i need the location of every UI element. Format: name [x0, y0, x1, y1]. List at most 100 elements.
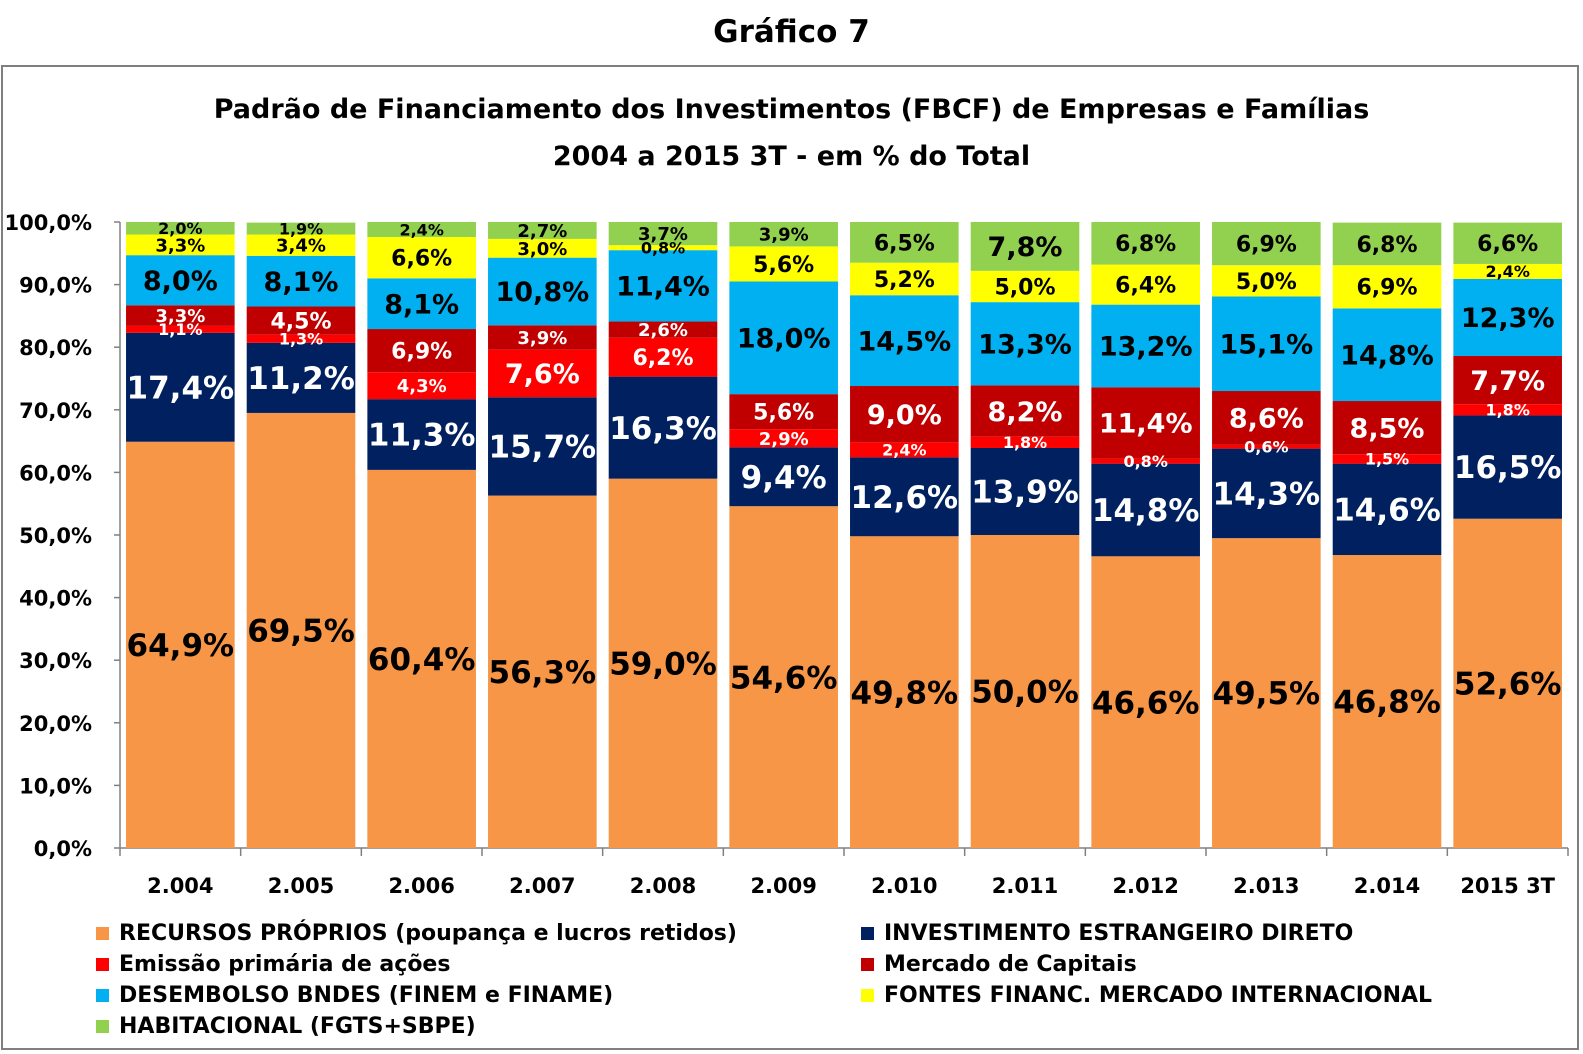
data-label: 5,2%: [874, 268, 935, 293]
x-tick-label: 2.014: [1354, 874, 1420, 898]
data-label: 6,4%: [1115, 274, 1176, 299]
data-label: 3,0%: [517, 239, 567, 260]
bar-segment: [608, 321, 718, 338]
bar-segment: [488, 397, 597, 496]
y-tick-label: 30,0%: [19, 649, 92, 673]
data-label: 0,6%: [1244, 437, 1288, 456]
data-label: 8,1%: [384, 289, 459, 320]
chart-subtitle: 2004 a 2015 3T - em % do Total: [552, 141, 1031, 172]
bar-segment: [1453, 518, 1562, 848]
bar-segment: [1332, 463, 1442, 556]
bar-segment: [1091, 222, 1200, 265]
bar-segment: [850, 262, 959, 296]
bar-segment: [246, 412, 356, 848]
x-tick-label: 2.012: [1112, 874, 1178, 898]
bar-segment: [608, 478, 718, 848]
data-label: 15,1%: [1219, 329, 1313, 360]
data-label: 0,8%: [1123, 452, 1167, 471]
bar-segment: [729, 447, 838, 507]
data-label: 2,6%: [638, 320, 688, 341]
data-label: 14,5%: [857, 326, 951, 357]
data-label: 54,6%: [730, 660, 838, 696]
data-label: 6,9%: [1356, 276, 1417, 301]
data-label: 2,4%: [882, 441, 926, 460]
bar-segment: [126, 255, 235, 306]
data-label: 4,3%: [397, 376, 447, 397]
bar-segment: [970, 385, 1080, 437]
bar-segment: [1091, 556, 1200, 848]
legend-swatch: [96, 926, 109, 940]
legend-item: FONTES FINANC. MERCADO INTERNACIONAL: [861, 980, 1432, 1010]
y-tick-label: 100,0%: [5, 211, 92, 235]
data-label: 16,3%: [609, 411, 717, 447]
data-label: 16,5%: [1454, 450, 1562, 486]
bar-segment: [1091, 264, 1200, 305]
bar-segment: [729, 281, 838, 395]
x-tick-label: 2.006: [388, 874, 454, 898]
data-label: 6,9%: [391, 340, 452, 365]
bar-segment: [1453, 415, 1562, 519]
data-label: 46,8%: [1333, 685, 1441, 721]
data-label: 2,7%: [517, 221, 567, 242]
bar-segment: [246, 334, 356, 343]
bar-segment: [608, 250, 718, 322]
data-label: 12,3%: [1461, 303, 1555, 334]
bar-segment: [608, 222, 718, 246]
x-tick-label: 2.005: [268, 874, 334, 898]
bar-segment: [126, 234, 235, 256]
bar-segment: [1332, 454, 1442, 464]
legend-label: Mercado de Capitais: [884, 951, 1137, 977]
bar-segment: [850, 295, 959, 387]
data-label: 12,6%: [851, 480, 959, 516]
bar-segment: [1091, 458, 1200, 464]
bar-segment: [970, 535, 1080, 848]
bar-segment: [1212, 265, 1321, 297]
data-label: 64,9%: [127, 628, 235, 664]
graph-title: Gráfico 7: [713, 14, 870, 50]
data-label: 60,4%: [368, 642, 476, 678]
legend-item: Emissão primária de ações: [96, 949, 450, 979]
data-label: 13,2%: [1099, 332, 1193, 363]
data-label: 5,0%: [994, 275, 1055, 300]
data-label: 13,3%: [978, 329, 1072, 360]
bar-segment: [126, 332, 235, 442]
bar-segment: [729, 394, 838, 430]
y-tick-label: 60,0%: [19, 461, 92, 485]
bar-segment: [970, 270, 1080, 303]
data-label: 18,0%: [737, 324, 831, 355]
legend-label: INVESTIMENTO ESTRANGEIRO DIRETO: [884, 920, 1354, 946]
data-label: 3,4%: [276, 236, 326, 257]
bar-segment: [729, 246, 838, 282]
data-label: 8,1%: [264, 267, 339, 298]
data-label: 6,5%: [874, 231, 935, 256]
bar-segment: [850, 457, 959, 537]
bar-segment: [850, 536, 959, 848]
legend-swatch: [96, 988, 109, 1002]
data-label: 8,0%: [143, 266, 218, 297]
bar-segment: [970, 222, 1080, 271]
data-label: 14,8%: [1340, 340, 1434, 371]
bar-segment: [367, 372, 476, 400]
stacked-bar-chart: 0,0% 10,0% 20,0% 30,0% 40,0% 50,0% 60,0% 70,0% 8…: [5, 211, 1569, 898]
bar-segment: [608, 376, 718, 479]
data-label: 49,8%: [851, 675, 959, 711]
bar-segment: [367, 237, 476, 279]
bar-segment: [367, 469, 476, 848]
data-label: 8,2%: [988, 397, 1063, 428]
bar-segment: [1091, 463, 1200, 557]
data-label: 6,6%: [391, 247, 452, 272]
legend-swatch: [861, 988, 874, 1002]
data-label: 49,5%: [1213, 676, 1321, 712]
bar-segment: [1212, 444, 1321, 449]
data-label: 1,9%: [279, 219, 323, 238]
data-label: 5,6%: [753, 401, 814, 426]
bar-segment: [1212, 448, 1321, 539]
bar-segment: [850, 222, 959, 263]
data-label: 2,4%: [399, 220, 443, 239]
x-tick-label: 2015 3T: [1460, 874, 1555, 898]
data-label: 59,0%: [609, 646, 717, 682]
legend-label: HABITACIONAL (FGTS+SBPE): [119, 1013, 476, 1039]
bar-segment: [1332, 222, 1442, 266]
legend-label: RECURSOS PRÓPRIOS (poupança e lucros ret…: [119, 920, 737, 946]
bar-segment: [970, 302, 1080, 386]
